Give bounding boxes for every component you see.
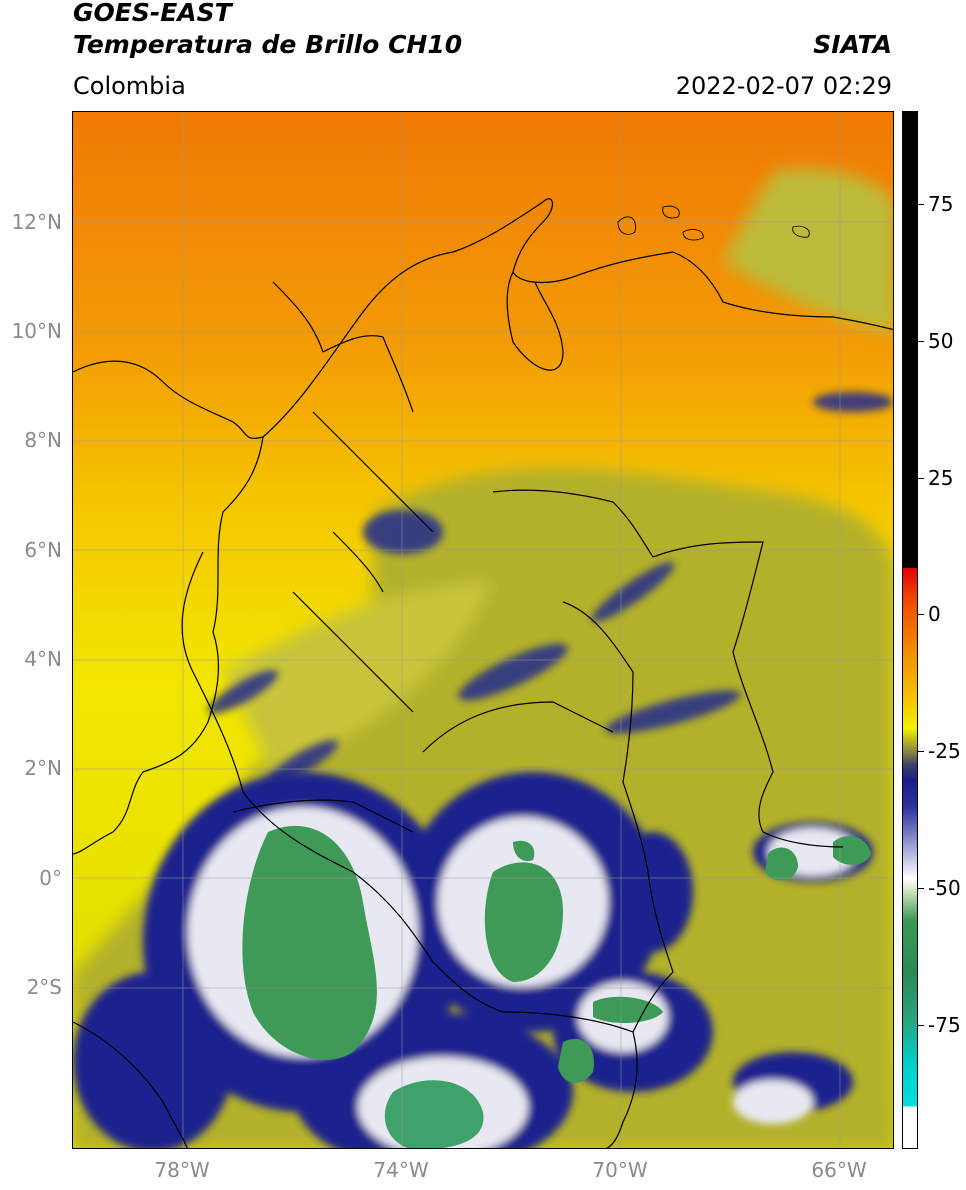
- colorbar-tick: [918, 478, 924, 479]
- title-satellite: GOES-EAST: [73, 0, 232, 27]
- lat-label: 12°N: [11, 210, 62, 234]
- coastlines-borders: [73, 198, 893, 1148]
- region-label: Colombia: [73, 72, 186, 100]
- timestamp-label: 2022-02-07 02:29: [675, 72, 892, 100]
- colorbar-tick: [918, 1025, 924, 1026]
- colorbar-label: -25: [928, 739, 961, 763]
- colorbar-tick: [918, 614, 924, 615]
- colorbar-tick: [918, 888, 924, 889]
- lon-label: 66°W: [811, 1158, 867, 1182]
- colorbar-label: 75: [928, 192, 954, 216]
- colorbar-tick: [918, 204, 924, 205]
- lon-label: 70°W: [592, 1158, 648, 1182]
- lat-label: 10°N: [11, 319, 62, 343]
- navy-cloud-bands: [208, 392, 893, 784]
- colorbar: [902, 111, 918, 1149]
- colorbar-label: 25: [928, 466, 954, 490]
- lat-label: 6°N: [24, 538, 62, 562]
- lon-label: 78°W: [154, 1158, 210, 1182]
- colorbar-tick: [918, 751, 924, 752]
- islands: [617, 205, 810, 241]
- colorbar-label: 50: [928, 329, 954, 353]
- brand-label: SIATA: [813, 30, 892, 59]
- lat-label: 4°N: [24, 647, 62, 671]
- colorbar-label: -75: [928, 1013, 961, 1037]
- lat-label: 0°: [39, 866, 62, 890]
- colorbar-label: -50: [928, 876, 961, 900]
- lat-label: 8°N: [24, 428, 62, 452]
- colorbar-label: 0: [928, 602, 941, 626]
- lon-label: 74°W: [373, 1158, 429, 1182]
- title-product: Temperatura de Brillo CH10: [73, 30, 463, 59]
- satellite-map[interactable]: [72, 111, 894, 1149]
- lat-label: 2°S: [26, 975, 62, 999]
- colorbar-tick: [918, 341, 924, 342]
- lat-label: 2°N: [24, 756, 62, 780]
- map-canvas: [73, 112, 893, 1148]
- cold-cloud-tops: [242, 825, 871, 1148]
- graticule: [73, 112, 893, 1148]
